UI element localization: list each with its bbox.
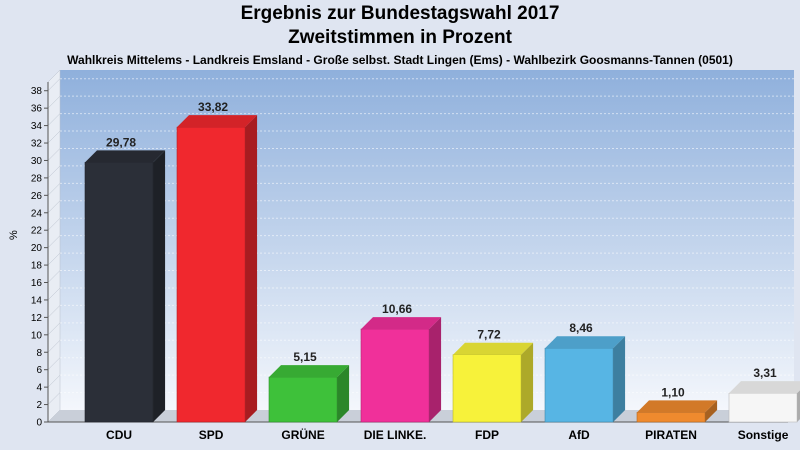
grid-line-side [47, 305, 61, 318]
y-tick-label: 8 [36, 348, 42, 359]
bar-front [544, 347, 614, 423]
grid-line-side [47, 183, 61, 196]
bar-value-label: 10,66 [382, 302, 412, 316]
bar-side [613, 336, 626, 422]
bar [176, 115, 258, 423]
grid-line-side [47, 340, 61, 353]
chart-title: Ergebnis zur Bundestagswahl 2017 [240, 3, 560, 24]
bar-front [268, 376, 338, 423]
bar [84, 150, 166, 423]
bar [360, 317, 442, 423]
bar-front [84, 162, 154, 423]
grid-line-side [47, 392, 61, 405]
y-tick-label: 16 [31, 278, 43, 289]
y-tick-label: 26 [31, 191, 43, 202]
y-tick-label: 4 [36, 383, 42, 394]
y-tick-label: 20 [31, 243, 43, 254]
y-tick-label: 2 [36, 400, 42, 411]
bar [636, 400, 718, 423]
bar-top [637, 400, 718, 413]
grid-line-side [47, 357, 61, 370]
bar-value-label: 5,15 [293, 350, 317, 364]
bar-top [361, 317, 442, 330]
bar-side [797, 390, 800, 422]
y-tick-label: 24 [31, 208, 43, 219]
bar-value-label: 7,72 [477, 328, 501, 342]
bar-front [360, 328, 430, 423]
y-tick-label: 12 [31, 313, 43, 324]
y-tick-label: 30 [31, 156, 43, 167]
chart-subtitle: Wahlkreis Mittelems - Landkreis Emsland … [67, 53, 733, 67]
grid-line-side [47, 78, 61, 91]
bar-top [177, 115, 258, 128]
y-tick-label: 0 [36, 418, 42, 429]
bar-value-label: 1,10 [661, 385, 685, 399]
x-tick-label: FDP [475, 428, 499, 442]
bar-top [545, 336, 626, 349]
y-tick-label: 28 [31, 173, 43, 184]
grid-line-side [47, 252, 61, 266]
bar-side [705, 400, 718, 422]
x-tick-label: PIRATEN [645, 428, 697, 442]
bar-value-label: 3,31 [753, 366, 777, 380]
bar-top [85, 150, 166, 163]
y-tick-label: 18 [31, 261, 43, 272]
grid-line-side [47, 113, 61, 126]
x-tick-label: SPD [199, 428, 224, 442]
x-tick-label: AfD [568, 428, 590, 442]
x-tick-label: CDU [106, 428, 132, 442]
grid-line-side [47, 374, 61, 388]
x-tick-label: Sonstige [738, 428, 789, 442]
grid-line-side [47, 235, 61, 248]
grid-line-side [47, 165, 61, 179]
bar-top [269, 365, 350, 378]
y-tick-label: 14 [31, 295, 43, 306]
bar-top [729, 381, 800, 394]
y-tick-label: 22 [31, 226, 43, 237]
grid-line-side [47, 270, 61, 283]
grid-line-side [47, 148, 61, 161]
y-tick-label: 36 [31, 104, 43, 115]
bar-front [636, 412, 706, 423]
bar [268, 365, 350, 423]
bar-front [452, 354, 522, 423]
grid-line-side [47, 322, 61, 335]
bar-value-label: 33,82 [198, 100, 228, 114]
bar-front [728, 392, 798, 423]
bar-side [429, 317, 442, 422]
grid-line-side [47, 95, 61, 109]
grid-lines [47, 78, 794, 405]
bar-top [453, 342, 534, 355]
bar [544, 336, 626, 423]
grid-line-side [47, 218, 61, 231]
x-tick-label: GRÜNE [281, 427, 324, 442]
labels: 29,78 CDU 33,82 SPD 5,15 GRÜNE 10,66 DIE LINKE.… [106, 100, 789, 442]
y-tick-label: 10 [31, 330, 43, 341]
bar [728, 381, 800, 423]
bar-side [245, 115, 258, 423]
bar-side [153, 150, 166, 422]
bar-value-label: 8,46 [569, 321, 593, 335]
grid-line-side [47, 287, 61, 301]
bar [452, 342, 534, 423]
x-tick-label: DIE LINKE. [364, 428, 427, 442]
bars [84, 115, 800, 423]
bar-value-label: 29,78 [106, 135, 136, 149]
y-tick-label: 38 [31, 86, 43, 97]
bar-side [337, 365, 350, 422]
grid-line-side [47, 200, 61, 213]
bar-front [176, 126, 246, 423]
y-tick-label: 34 [31, 121, 43, 132]
y-tick-label: 6 [36, 365, 42, 376]
y-tick-label: 32 [31, 139, 43, 150]
grid-line-side [47, 130, 61, 144]
chart-title-line2: Zweitstimmen in Prozent [288, 27, 512, 48]
bar-side [521, 342, 534, 422]
